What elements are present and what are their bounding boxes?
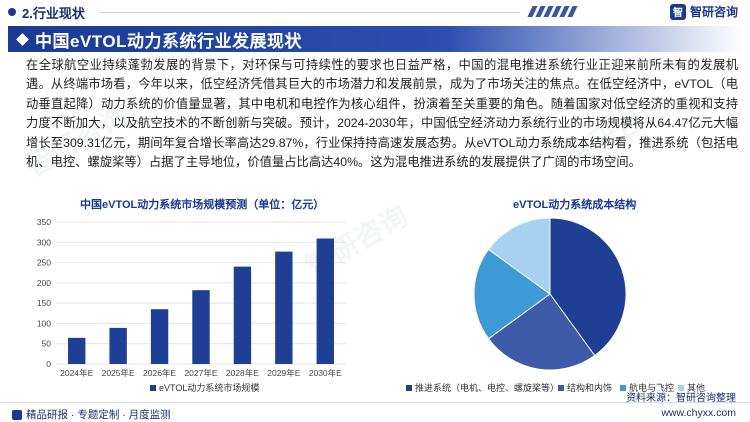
legend-swatch xyxy=(678,384,684,391)
bullet-icon xyxy=(8,8,16,16)
x-tick-label: 2027年E xyxy=(184,368,217,378)
legend-label: 其他 xyxy=(687,383,706,393)
title-banner: 中国eVTOL动力系统行业发展现状 xyxy=(8,26,742,52)
section-title: 2.行业现状 xyxy=(22,5,85,21)
x-tick-label: 2028年E xyxy=(226,368,259,378)
top-bar: 2.行业现状 智 智研咨询 xyxy=(0,0,750,24)
pie-slice xyxy=(487,217,551,295)
legend-label: 结构和内饰 xyxy=(567,383,613,393)
legend-swatch xyxy=(150,384,156,391)
y-tick-label: 250 xyxy=(37,258,51,268)
legend-swatch xyxy=(620,384,626,391)
y-tick-label: 200 xyxy=(37,278,51,288)
x-tick-label: 2026年E xyxy=(143,368,176,378)
x-tick-label: 2030年E xyxy=(309,368,342,378)
legend-label: 航电与飞控 xyxy=(629,383,675,393)
bar-chart-legend: eVTOL动力系统市场规模 xyxy=(150,381,259,394)
pie-slice xyxy=(549,217,627,357)
bar-chart: 0 50 100 150 200 250 300 350 2024年E 2025年E 2026年E 2… xyxy=(37,217,346,378)
footer: 精品研报 · 专题定制 · 月度监测 www.chyxx.com xyxy=(0,402,750,422)
y-tick-label: 100 xyxy=(37,318,51,328)
bar xyxy=(192,290,210,364)
bar xyxy=(150,309,169,364)
pie-chart-title: eVTOL动力系统成本结构 xyxy=(513,199,637,211)
footer-slogan-text: 精品研报 · 专题定制 · 月度监测 xyxy=(26,409,171,421)
pie-slice xyxy=(487,293,596,371)
pie-chart xyxy=(473,217,627,371)
bar xyxy=(316,238,334,364)
body-paragraph: 在全球航空业持续蓬勃发展的背景下，对环保与可持续性的要求也日益严格，中国的混电推… xyxy=(26,58,738,170)
legend-label: 推进系统（电机、电控、螺旋桨等） xyxy=(415,383,560,393)
legend-item: 航电与飞控 xyxy=(620,381,674,394)
legend-item: 其他 xyxy=(678,381,705,394)
legend-item: 推进系统（电机、电控、螺旋桨等） xyxy=(406,381,559,394)
section-label: 2.行业现状 xyxy=(8,3,85,21)
legend-label: eVTOL动力系统市场规模 xyxy=(159,383,260,393)
bar xyxy=(275,251,293,364)
footer-website[interactable]: www.chyxx.com xyxy=(661,407,736,419)
x-tick-label: 2029年E xyxy=(267,368,300,378)
legend-swatch xyxy=(558,384,564,391)
bar xyxy=(68,337,86,364)
page-title: 中国eVTOL动力系统行业发展现状 xyxy=(35,31,302,51)
bar xyxy=(233,266,252,364)
footer-slogan: 精品研报 · 专题定制 · 月度监测 xyxy=(12,407,171,422)
source-note: 资料来源：智研咨询整理 xyxy=(626,393,736,404)
x-tick-label: 2025年E xyxy=(102,368,135,378)
bar xyxy=(109,327,127,364)
divider xyxy=(100,12,520,13)
brand-logo-icon: 智 xyxy=(669,3,686,20)
x-tick-label: 2024年E xyxy=(60,368,93,378)
pie-slice xyxy=(473,248,551,340)
y-tick-label: 50 xyxy=(42,339,52,349)
y-tick-label: 300 xyxy=(37,237,51,247)
y-tick-label: 0 xyxy=(46,359,51,369)
bar-chart-title: 中国eVTOL动力系统市场规模预测（单位：亿元） xyxy=(80,199,325,211)
y-tick-label: 350 xyxy=(37,217,51,227)
brand-name: 智研咨询 xyxy=(689,5,738,19)
diamond-icon xyxy=(16,32,29,46)
stripe-decoration xyxy=(527,6,578,17)
brand: 智 智研咨询 xyxy=(669,3,738,20)
legend-swatch xyxy=(406,384,412,391)
report-icon xyxy=(12,409,22,420)
legend-item: 结构和内饰 xyxy=(558,381,612,394)
y-tick-label: 150 xyxy=(37,298,51,308)
